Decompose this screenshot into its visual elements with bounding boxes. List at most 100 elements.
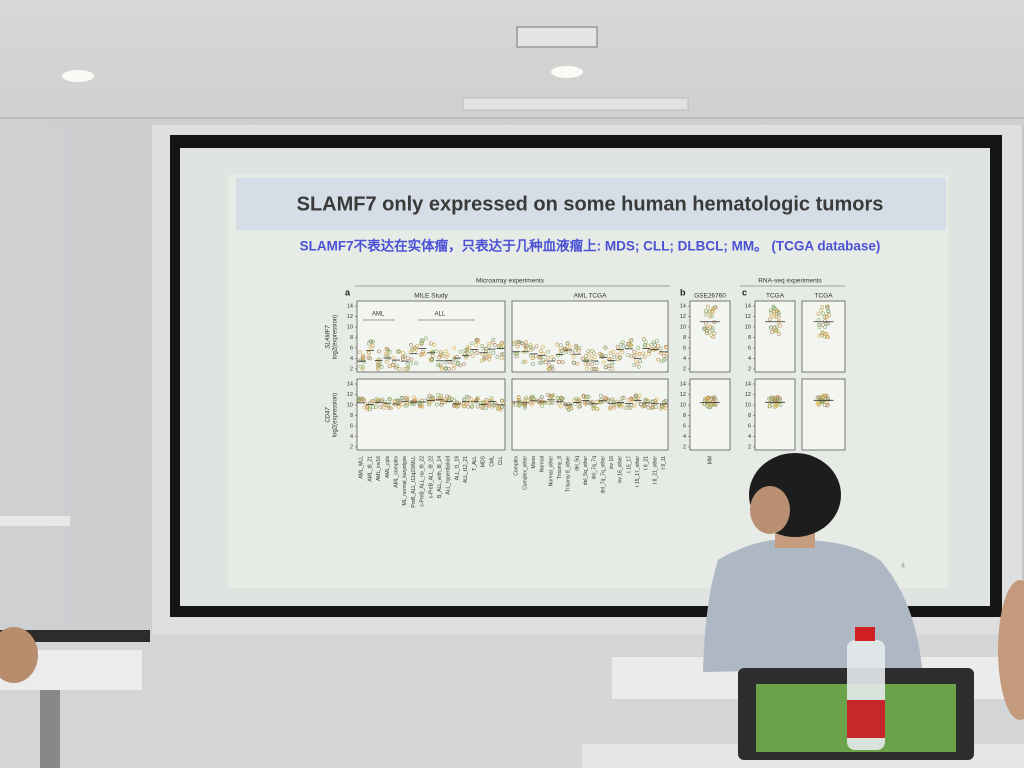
dot bbox=[414, 361, 419, 366]
dot bbox=[386, 404, 391, 409]
dot bbox=[548, 393, 553, 398]
dot bbox=[375, 367, 380, 371]
dot bbox=[635, 351, 639, 356]
dot bbox=[712, 331, 717, 336]
dot bbox=[823, 397, 828, 402]
dot bbox=[392, 402, 397, 407]
dot bbox=[642, 403, 647, 408]
arm bbox=[0, 627, 38, 683]
dot bbox=[706, 395, 711, 400]
dot bbox=[817, 325, 822, 330]
dot bbox=[443, 400, 447, 404]
dot bbox=[430, 353, 435, 358]
dot bbox=[436, 393, 441, 397]
dot bbox=[606, 399, 611, 404]
y-tick-label: 10 bbox=[347, 402, 353, 408]
dot bbox=[528, 347, 533, 352]
dot bbox=[439, 402, 444, 407]
dot bbox=[409, 357, 414, 362]
dot bbox=[566, 408, 571, 412]
dot bbox=[487, 357, 492, 362]
dot bbox=[549, 394, 554, 399]
dot bbox=[462, 403, 466, 408]
dot bbox=[396, 404, 401, 409]
y-tick-label: 4 bbox=[748, 356, 751, 362]
dot bbox=[470, 353, 475, 358]
dot bbox=[818, 395, 823, 400]
dot bbox=[408, 361, 413, 366]
dot bbox=[600, 353, 604, 357]
dot bbox=[705, 396, 710, 401]
x-tick-label: Trisomy 8_other bbox=[566, 456, 572, 492]
dot bbox=[664, 345, 669, 350]
dot bbox=[702, 326, 707, 331]
dot bbox=[466, 404, 471, 409]
dot bbox=[467, 346, 471, 351]
dot bbox=[632, 403, 637, 408]
dot bbox=[711, 335, 716, 339]
dot bbox=[483, 347, 488, 351]
dot bbox=[529, 402, 534, 407]
y-tick-label: 10 bbox=[347, 324, 353, 330]
row-label: CD47 bbox=[326, 407, 332, 423]
dot bbox=[517, 403, 522, 408]
dot bbox=[819, 308, 824, 313]
dot bbox=[406, 365, 411, 370]
dot bbox=[393, 365, 398, 370]
dot bbox=[475, 404, 480, 409]
dot bbox=[486, 349, 491, 354]
plot-box bbox=[689, 300, 731, 373]
dot bbox=[637, 393, 642, 398]
dot bbox=[594, 367, 599, 371]
dot bbox=[601, 360, 606, 365]
dot bbox=[401, 355, 405, 360]
dot bbox=[602, 395, 607, 400]
dot bbox=[519, 340, 524, 345]
dot bbox=[590, 367, 595, 371]
dot bbox=[769, 310, 774, 315]
dot bbox=[373, 404, 378, 409]
dot bbox=[598, 393, 603, 398]
dot bbox=[645, 398, 650, 403]
dot bbox=[380, 397, 384, 402]
dot bbox=[405, 356, 410, 361]
x-tick-label: c-PreB_ALL_t9_22 bbox=[428, 456, 434, 498]
dot bbox=[663, 357, 668, 361]
y-tick-label: 4 bbox=[683, 434, 686, 440]
x-tick-label: CML bbox=[489, 456, 495, 467]
x-tick-label: Complex_other bbox=[522, 456, 528, 490]
dot bbox=[661, 353, 666, 358]
dot bbox=[365, 402, 370, 406]
dot bbox=[474, 338, 479, 343]
dot bbox=[539, 404, 544, 408]
panel-letter: c bbox=[742, 287, 747, 297]
dot bbox=[557, 359, 561, 364]
dot bbox=[658, 350, 663, 355]
dot bbox=[628, 405, 633, 410]
box-title: MILE Study bbox=[414, 293, 448, 300]
dot bbox=[376, 349, 381, 354]
dot bbox=[559, 404, 563, 409]
dot bbox=[419, 404, 424, 408]
dot bbox=[568, 344, 572, 349]
dot bbox=[592, 404, 596, 408]
dot bbox=[366, 355, 371, 360]
x-tick-label: t 15_17 bbox=[626, 456, 632, 473]
dot bbox=[387, 396, 392, 401]
dot bbox=[461, 402, 466, 407]
dot bbox=[495, 355, 500, 359]
y-tick-label: 2 bbox=[350, 444, 353, 450]
dot bbox=[571, 360, 576, 365]
dot bbox=[469, 341, 474, 346]
dot bbox=[776, 397, 780, 402]
x-tick-label: ALL_t1_19 bbox=[454, 456, 460, 480]
dot bbox=[371, 339, 375, 344]
dot bbox=[449, 359, 454, 364]
vent bbox=[462, 97, 689, 111]
person-face bbox=[750, 486, 790, 534]
dot bbox=[826, 397, 830, 402]
y-tick-label: 4 bbox=[748, 434, 751, 440]
dot bbox=[529, 395, 534, 400]
dot bbox=[452, 404, 457, 409]
dot bbox=[403, 404, 408, 409]
